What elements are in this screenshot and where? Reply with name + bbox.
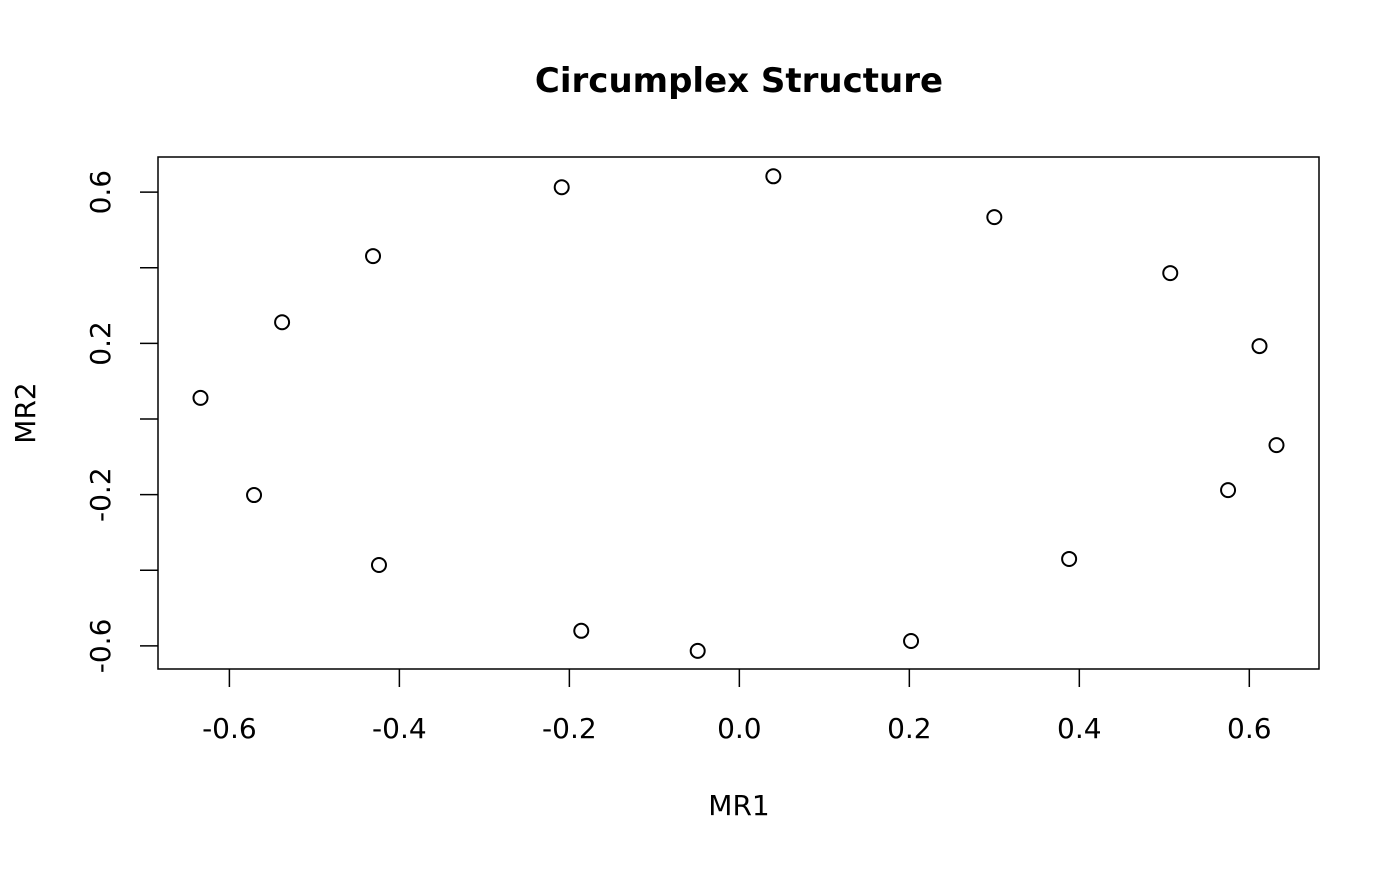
y-tick-label: 0.6 (84, 170, 117, 215)
point (553, 179, 570, 196)
chart-title: Circumplex Structure (535, 61, 943, 101)
y-tick-label: -0.2 (84, 467, 117, 522)
point (365, 248, 382, 265)
x-tick-label: 0.4 (1057, 712, 1102, 745)
point (192, 389, 209, 406)
y-tick-label: 0.2 (84, 321, 117, 366)
x-tick-label: -0.6 (202, 712, 257, 745)
point (246, 487, 263, 504)
point (1268, 437, 1285, 454)
point (1251, 338, 1268, 355)
y-tick-label: -0.6 (84, 619, 117, 674)
x-tick-label: 0.0 (717, 712, 762, 745)
x-axis-label: MR1 (708, 789, 769, 822)
point (274, 314, 291, 331)
plot-frame (157, 156, 1320, 670)
x-tick-label: -0.4 (372, 712, 427, 745)
point (986, 209, 1003, 226)
point (1162, 265, 1179, 282)
point (903, 633, 920, 650)
point (1220, 482, 1237, 499)
x-tick-label: -0.2 (542, 712, 597, 745)
point (573, 622, 590, 639)
point (689, 642, 706, 659)
x-tick-label: 0.6 (1227, 712, 1272, 745)
point (1061, 550, 1078, 567)
y-axis-label: MR2 (9, 382, 42, 443)
point (370, 557, 387, 574)
point (765, 168, 782, 185)
x-tick-label: 0.2 (887, 712, 932, 745)
